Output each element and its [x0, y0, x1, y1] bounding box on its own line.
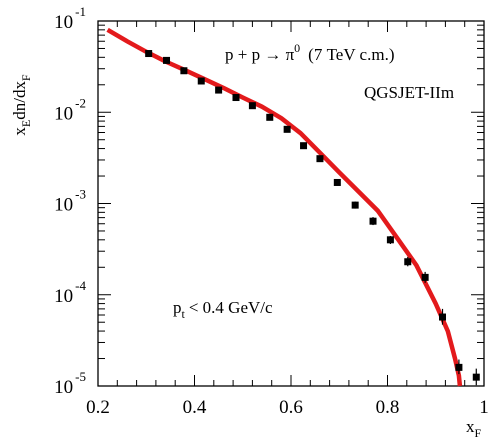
y-tick-base: 10 — [54, 103, 73, 124]
data-point — [369, 217, 377, 225]
data-point — [283, 125, 291, 133]
data-point — [351, 201, 359, 209]
reaction-suffix: (7 TeV c.m.) — [308, 45, 394, 64]
axis-ticks — [97, 21, 485, 387]
x-axis-label: xF — [466, 417, 482, 440]
y-tick-exponent: -5 — [75, 369, 86, 384]
data-point — [421, 273, 429, 281]
x-tick-label: 0.6 — [279, 397, 303, 418]
model-annotation: QGSJET-IIm — [364, 83, 454, 102]
y-tick-exponent: -4 — [75, 278, 86, 293]
y-axis-label-sub-f: F — [19, 74, 33, 81]
y-axis-label-x: x — [10, 127, 29, 136]
x-axis-label-sub: F — [475, 426, 482, 440]
data-point — [316, 155, 324, 163]
data-point — [197, 77, 205, 85]
data-point — [163, 56, 171, 64]
y-tick-base: 10 — [54, 12, 73, 33]
data-point — [333, 178, 341, 186]
y-tick-base: 10 — [54, 195, 73, 216]
y-tick-label: 10-2 — [54, 95, 86, 124]
y-axis-label-sub-e: E — [19, 120, 33, 127]
y-axis-label-mid: dn/dx — [10, 81, 29, 120]
data-point — [472, 373, 480, 381]
data-point — [248, 102, 256, 110]
data-point — [232, 94, 240, 102]
data-point — [439, 313, 447, 321]
data-point — [404, 258, 412, 266]
y-tick-base: 10 — [54, 286, 73, 307]
data-point — [266, 113, 274, 121]
cut-sub: t — [182, 307, 186, 321]
y-tick-exponent: -1 — [75, 4, 86, 19]
y-tick-base: 10 — [54, 377, 73, 398]
y-tick-label: 10-5 — [54, 369, 86, 398]
data-point — [386, 236, 394, 244]
reaction-sup: 0 — [294, 41, 300, 55]
data-point — [145, 50, 153, 58]
reaction-prefix: p + p → π — [225, 45, 295, 64]
data-point — [300, 142, 308, 150]
x-tick-label: 1 — [479, 397, 489, 418]
x-tick-label: 0.8 — [376, 397, 400, 418]
axis-tick-labels: 0.2 0.4 0.6 0.8 110-510-410-310-210-1 — [54, 4, 489, 418]
data-point — [215, 86, 223, 94]
data-points-layer — [145, 50, 480, 386]
reaction-annotation: p + p → π0 (7 TeV c.m.) — [225, 41, 394, 64]
cut-prefix: p — [173, 298, 182, 317]
y-tick-label: 10-4 — [54, 278, 86, 307]
x-tick-label: 0.2 — [86, 397, 110, 418]
y-tick-exponent: -3 — [75, 187, 86, 202]
y-axis-label: xEdn/dxF — [10, 74, 33, 136]
data-point — [180, 67, 188, 75]
y-tick-label: 10-3 — [54, 187, 86, 216]
x-tick-label: 0.4 — [183, 397, 207, 418]
cut-annotation: pt < 0.4 GeV/c — [173, 298, 273, 321]
y-tick-exponent: -2 — [75, 95, 86, 110]
cut-suffix: < 0.4 GeV/c — [189, 298, 273, 317]
data-point — [455, 363, 463, 371]
y-tick-label: 10-1 — [54, 4, 86, 33]
x-axis-label-main: x — [466, 417, 475, 436]
